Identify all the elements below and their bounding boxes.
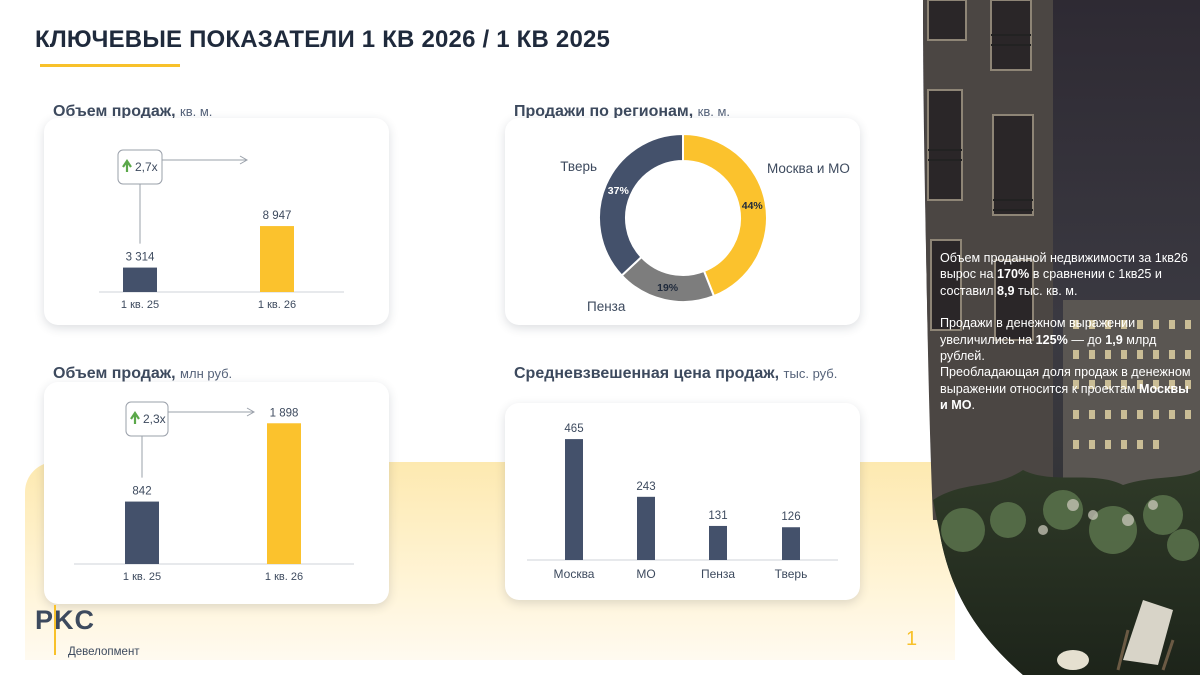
price-value-label-3: 126 [781, 511, 800, 523]
growth-label: 2,3x [143, 412, 166, 426]
price-value-label-2: 131 [708, 510, 727, 522]
title-underline [40, 64, 180, 67]
growth-box [117, 149, 163, 185]
building-photo [923, 0, 1200, 675]
avg-price-chart: 465 Москва 243 МО 131 Пенза 126 Тверь [527, 423, 838, 581]
bar-value-label-1: 8 947 [263, 210, 292, 222]
category-label-1: 1 кв. 26 [258, 299, 296, 311]
logo-subtitle: Девелопмент [68, 646, 140, 658]
growth-box [125, 401, 169, 437]
summary-text: Объем проданной недвижимости за 1кв26 вы… [940, 250, 1198, 414]
price-bar-1 [637, 496, 655, 560]
donut-category-label-0: Москва и МО [767, 161, 850, 176]
summary-paragraph-3: Преобладающая доля продаж в денежном выр… [940, 365, 1191, 413]
price-category-label-1: МО [636, 567, 655, 581]
summary-paragraph-2: Продажи в денежном выражении увеличились… [940, 316, 1157, 364]
summary-paragraph-1: Объем проданной недвижимости за 1кв26 вы… [940, 251, 1188, 298]
category-label-0: 1 кв. 25 [123, 571, 161, 583]
donut-value-label-1: 19% [657, 282, 679, 294]
sales-money-card: 842 1 кв. 25 1 898 1 кв. 26 2,3x [44, 382, 389, 604]
regions-card: 44% Москва и МО 19% Пенза 37% Тверь [505, 118, 860, 325]
bar-1 [267, 423, 301, 564]
bar-1 [260, 226, 294, 292]
sales-area-chart: 3 314 1 кв. 25 8 947 1 кв. 26 2,7x [99, 149, 344, 311]
price-category-label-2: Пенза [701, 567, 735, 581]
page-number: 1 [906, 628, 918, 650]
donut-category-label-1: Пенза [587, 299, 626, 314]
price-category-label-3: Тверь [775, 567, 808, 581]
connector-arrowhead [246, 407, 256, 417]
category-label-1: 1 кв. 26 [265, 571, 303, 583]
regions-heading: Продажи по регионам, кв. м. [514, 103, 731, 120]
logo-accent-bar [54, 605, 56, 655]
bar-value-label-0: 3 314 [126, 252, 155, 264]
company-logo: PKC [35, 605, 95, 636]
donut-slice-0 [682, 132, 768, 298]
sales-money-heading: Объем продаж, млн руб. [53, 365, 233, 382]
logo-mark: PKC [35, 605, 96, 635]
sales-area-card: 3 314 1 кв. 25 8 947 1 кв. 26 2,7x [44, 118, 389, 325]
connector-arrowhead [239, 155, 249, 165]
price-value-label-1: 243 [636, 481, 655, 493]
avg-price-card: 465 Москва 243 МО 131 Пенза 126 Тверь [505, 403, 860, 600]
sales-area-heading: Объем продаж, кв. м. [53, 103, 213, 120]
avg-price-heading: Средневзвешенная цена продаж, тыс. руб. [514, 365, 838, 382]
category-label-0: 1 кв. 25 [121, 299, 159, 311]
price-bar-3 [782, 527, 800, 560]
donut-slice-2 [598, 132, 684, 277]
price-bar-2 [709, 525, 727, 560]
price-category-label-0: Москва [554, 567, 595, 581]
donut-value-label-2: 37% [608, 185, 630, 197]
growth-arrow-icon [122, 159, 132, 172]
price-bar-0 [565, 439, 583, 560]
bar-0 [123, 267, 157, 292]
regions-donut-chart: 44% Москва и МО 19% Пенза 37% Тверь [560, 132, 850, 314]
growth-label: 2,7x [135, 160, 158, 174]
bar-0 [125, 501, 159, 564]
growth-arrow-icon [130, 411, 140, 424]
donut-value-label-0: 44% [742, 200, 764, 212]
bar-value-label-1: 1 898 [270, 407, 299, 419]
page-title: КЛЮЧЕВЫЕ ПОКАЗАТЕЛИ 1 КВ 2026 / 1 КВ 202… [35, 26, 611, 53]
price-value-label-0: 465 [564, 423, 583, 435]
donut-category-label-2: Тверь [560, 159, 597, 174]
sales-money-chart: 842 1 кв. 25 1 898 1 кв. 26 2,3x [74, 401, 354, 583]
bar-value-label-0: 842 [132, 486, 151, 498]
